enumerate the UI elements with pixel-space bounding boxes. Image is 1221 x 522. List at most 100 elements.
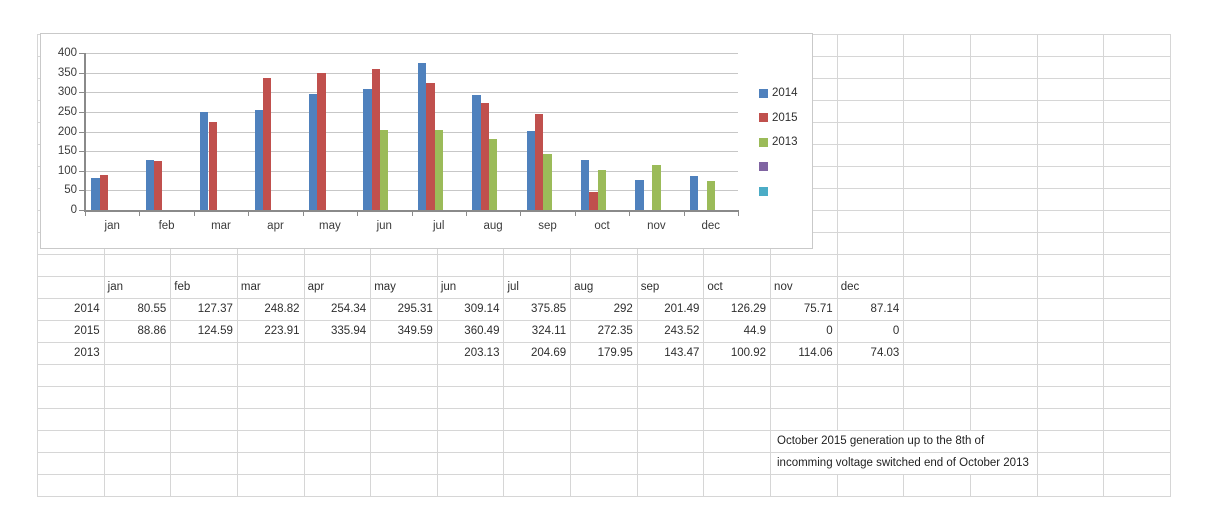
cell[interactable] xyxy=(637,255,705,277)
cell[interactable] xyxy=(904,233,971,255)
cell[interactable] xyxy=(171,365,238,387)
bar-2014-jul[interactable] xyxy=(417,62,427,210)
bar-2014-oct[interactable] xyxy=(581,160,590,210)
cell[interactable] xyxy=(571,255,638,277)
cell[interactable] xyxy=(904,475,971,497)
bar-2013-aug[interactable] xyxy=(488,139,498,210)
cell[interactable] xyxy=(1104,79,1171,101)
value-cell[interactable]: 0 xyxy=(837,321,905,343)
row-label-cell[interactable]: 2013 xyxy=(38,343,105,365)
bar-2015-jan[interactable] xyxy=(99,175,109,210)
month-header-cell[interactable]: jan xyxy=(104,277,172,299)
cell[interactable] xyxy=(637,387,705,409)
cell[interactable] xyxy=(571,387,638,409)
cell[interactable] xyxy=(571,365,638,387)
value-cell[interactable]: 0 xyxy=(771,321,838,343)
cell[interactable] xyxy=(38,409,105,431)
cell[interactable] xyxy=(237,343,305,365)
bar-2015-mar[interactable] xyxy=(208,122,217,210)
value-cell[interactable]: 143.47 xyxy=(637,343,705,365)
value-cell[interactable]: 74.03 xyxy=(837,343,905,365)
cell[interactable] xyxy=(904,343,971,365)
cell[interactable] xyxy=(637,431,705,453)
month-header-cell[interactable]: jul xyxy=(504,277,572,299)
note-line-2[interactable]: incomming voltage switched end of Octobe… xyxy=(774,453,1035,474)
cell[interactable] xyxy=(970,255,1038,277)
cell[interactable] xyxy=(904,35,971,57)
cell[interactable] xyxy=(970,299,1038,321)
cell[interactable] xyxy=(1104,35,1171,57)
cell[interactable] xyxy=(837,387,905,409)
cell[interactable] xyxy=(904,167,971,189)
cell[interactable] xyxy=(970,167,1038,189)
value-cell[interactable]: 124.59 xyxy=(171,321,238,343)
cell[interactable] xyxy=(104,365,172,387)
bar-2013-jun[interactable] xyxy=(380,130,389,210)
cell[interactable] xyxy=(237,453,305,475)
cell[interactable] xyxy=(237,475,305,497)
bar-2014-apr[interactable] xyxy=(254,110,263,210)
cell[interactable] xyxy=(437,255,505,277)
cell[interactable] xyxy=(970,233,1038,255)
cell[interactable] xyxy=(970,123,1038,145)
month-header-cell[interactable]: oct xyxy=(704,277,772,299)
value-cell[interactable]: 292 xyxy=(571,299,638,321)
cell[interactable] xyxy=(304,387,372,409)
cell[interactable] xyxy=(904,277,971,299)
bar-2014-sep[interactable] xyxy=(526,130,535,210)
cell[interactable] xyxy=(171,431,238,453)
cell[interactable] xyxy=(904,365,971,387)
value-cell[interactable]: 127.37 xyxy=(171,299,238,321)
bar-2015-feb[interactable] xyxy=(154,161,163,210)
cell[interactable] xyxy=(504,365,572,387)
cell[interactable] xyxy=(171,453,238,475)
month-header-cell[interactable]: mar xyxy=(237,277,305,299)
cell[interactable] xyxy=(304,365,372,387)
cell[interactable] xyxy=(237,365,305,387)
cell[interactable] xyxy=(371,475,438,497)
value-cell[interactable]: 309.14 xyxy=(437,299,505,321)
cell[interactable] xyxy=(1104,123,1171,145)
cell[interactable] xyxy=(171,409,238,431)
cell[interactable] xyxy=(904,387,971,409)
cell[interactable] xyxy=(1037,233,1105,255)
cell[interactable] xyxy=(171,475,238,497)
cell[interactable] xyxy=(304,409,372,431)
cell[interactable] xyxy=(1104,57,1171,79)
cell[interactable] xyxy=(970,35,1038,57)
cell[interactable] xyxy=(1037,145,1105,167)
month-header-cell[interactable]: dec xyxy=(837,277,905,299)
bar-2015-aug[interactable] xyxy=(480,103,489,210)
value-cell[interactable]: 201.49 xyxy=(637,299,705,321)
cell[interactable] xyxy=(704,387,772,409)
value-cell[interactable]: 324.11 xyxy=(504,321,572,343)
cell[interactable] xyxy=(970,101,1038,123)
cell[interactable] xyxy=(571,453,638,475)
cell[interactable] xyxy=(1037,123,1105,145)
cell[interactable] xyxy=(837,233,905,255)
cell[interactable] xyxy=(171,255,238,277)
cell[interactable] xyxy=(1037,387,1105,409)
cell[interactable] xyxy=(837,79,905,101)
cell[interactable] xyxy=(1104,167,1171,189)
cell[interactable] xyxy=(837,255,905,277)
cell[interactable] xyxy=(1037,101,1105,123)
value-cell[interactable]: 114.06 xyxy=(771,343,838,365)
cell[interactable] xyxy=(1037,453,1105,475)
cell[interactable] xyxy=(1104,299,1171,321)
cell[interactable] xyxy=(837,123,905,145)
cell[interactable] xyxy=(637,453,705,475)
cell[interactable] xyxy=(504,475,572,497)
value-cell[interactable]: 349.59 xyxy=(371,321,438,343)
cell[interactable] xyxy=(104,255,172,277)
value-cell[interactable]: 254.34 xyxy=(304,299,372,321)
cell[interactable] xyxy=(904,101,971,123)
cell[interactable] xyxy=(970,387,1038,409)
embedded-chart[interactable]: 0 50 100 150 200 250 300 350 400 jan feb mar apr may j… xyxy=(40,33,813,249)
value-cell[interactable]: 44.9 xyxy=(704,321,772,343)
cell[interactable] xyxy=(237,431,305,453)
value-cell[interactable]: 100.92 xyxy=(704,343,772,365)
value-cell[interactable]: 80.55 xyxy=(104,299,172,321)
cell[interactable] xyxy=(371,453,438,475)
cell[interactable] xyxy=(38,255,105,277)
